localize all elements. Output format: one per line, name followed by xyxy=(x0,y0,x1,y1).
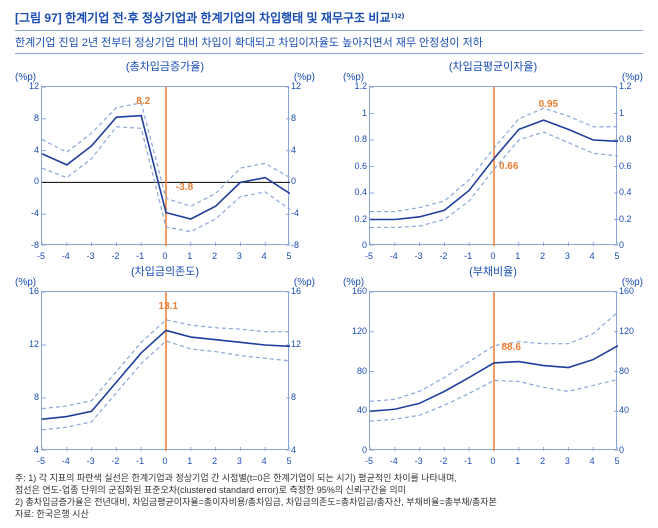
note-line: 점선은 연도-업종 단위의 군집화된 표준오차(clustered standa… xyxy=(15,484,643,496)
x-tick-labels: -5-4-3-2-1012345 xyxy=(41,247,289,261)
chart-panel: (차입금의존도)(%p)(%p)13.1481216481216-5-4-3-2… xyxy=(15,263,315,466)
plot-area: 0.95 0.66 xyxy=(369,86,617,245)
y-tick-labels: 04080120160 xyxy=(619,291,643,450)
y-tick-labels: 04080120160 xyxy=(343,291,367,450)
annotation-label: 88.6 xyxy=(501,342,520,353)
plot-area: 13.1 xyxy=(41,291,289,450)
y-tick-labels: -8-404812 xyxy=(291,86,315,245)
chart-panel: (총차입금증가율)(%p)(%p)8.2-3.8-8-404812-8-4048… xyxy=(15,58,315,261)
y-tick-labels: 481216 xyxy=(15,291,39,450)
panel-title: (차입금평균이자율) xyxy=(343,58,643,74)
x-tick-labels: -5-4-3-2-1012345 xyxy=(369,452,617,466)
chart-panel: (차입금평균이자율)(%p)(%p)0.950.6600.20.40.60.81… xyxy=(343,58,643,261)
plot-area: 88.6 xyxy=(369,291,617,450)
chart-svg xyxy=(370,87,618,246)
figure-notes: 주: 1) 각 지표의 파란색 실선은 한계기업과 정상기업 간 시점별(t=0… xyxy=(15,472,643,521)
chart-svg xyxy=(42,87,290,246)
plot-area: 8.2 -3.8 xyxy=(41,86,289,245)
panel-title: (총차입금증가율) xyxy=(15,58,315,74)
chart-panel: (부채비율)(%p)(%p)88.60408012016004080120160… xyxy=(343,263,643,466)
x-tick-labels: -5-4-3-2-1012345 xyxy=(369,247,617,261)
annotation-label: -3.8 xyxy=(176,182,193,193)
figure-subtitle: 한계기업 진입 2년 전부터 정상기업 대비 차입이 확대되고 차입이자율도 높… xyxy=(15,30,643,54)
y-tick-labels: 481216 xyxy=(291,291,315,450)
annotation-label: 8.2 xyxy=(136,96,150,107)
annotation-label: 13.1 xyxy=(159,301,178,312)
annotation-label: 0.66 xyxy=(499,161,518,172)
note-line: 주: 1) 각 지표의 파란색 실선은 한계기업과 정상기업 간 시점별(t=0… xyxy=(15,472,643,484)
annotation-label: 0.95 xyxy=(539,99,558,110)
x-tick-labels: -5-4-3-2-1012345 xyxy=(41,452,289,466)
chart-svg xyxy=(370,292,618,451)
chart-svg xyxy=(42,292,290,451)
note-line: 자료: 한국은행 시산 xyxy=(15,508,643,520)
y-tick-labels: 00.20.40.60.811.2 xyxy=(619,86,643,245)
panel-title: (차입금의존도) xyxy=(15,263,315,279)
chart-grid: (총차입금증가율)(%p)(%p)8.2-3.8-8-404812-8-4048… xyxy=(15,58,643,466)
panel-title: (부채비율) xyxy=(343,263,643,279)
y-tick-labels: -8-404812 xyxy=(15,86,39,245)
y-tick-labels: 00.20.40.60.811.2 xyxy=(343,86,367,245)
note-line: 2) 총차입금증가율은 전년대비, 차입금평균이자율=총이자비용/총차입금, 차… xyxy=(15,496,643,508)
figure-title: [그림 97] 한계기업 전·후 정상기업과 한계기업의 차입행태 및 재무구조… xyxy=(15,9,643,26)
